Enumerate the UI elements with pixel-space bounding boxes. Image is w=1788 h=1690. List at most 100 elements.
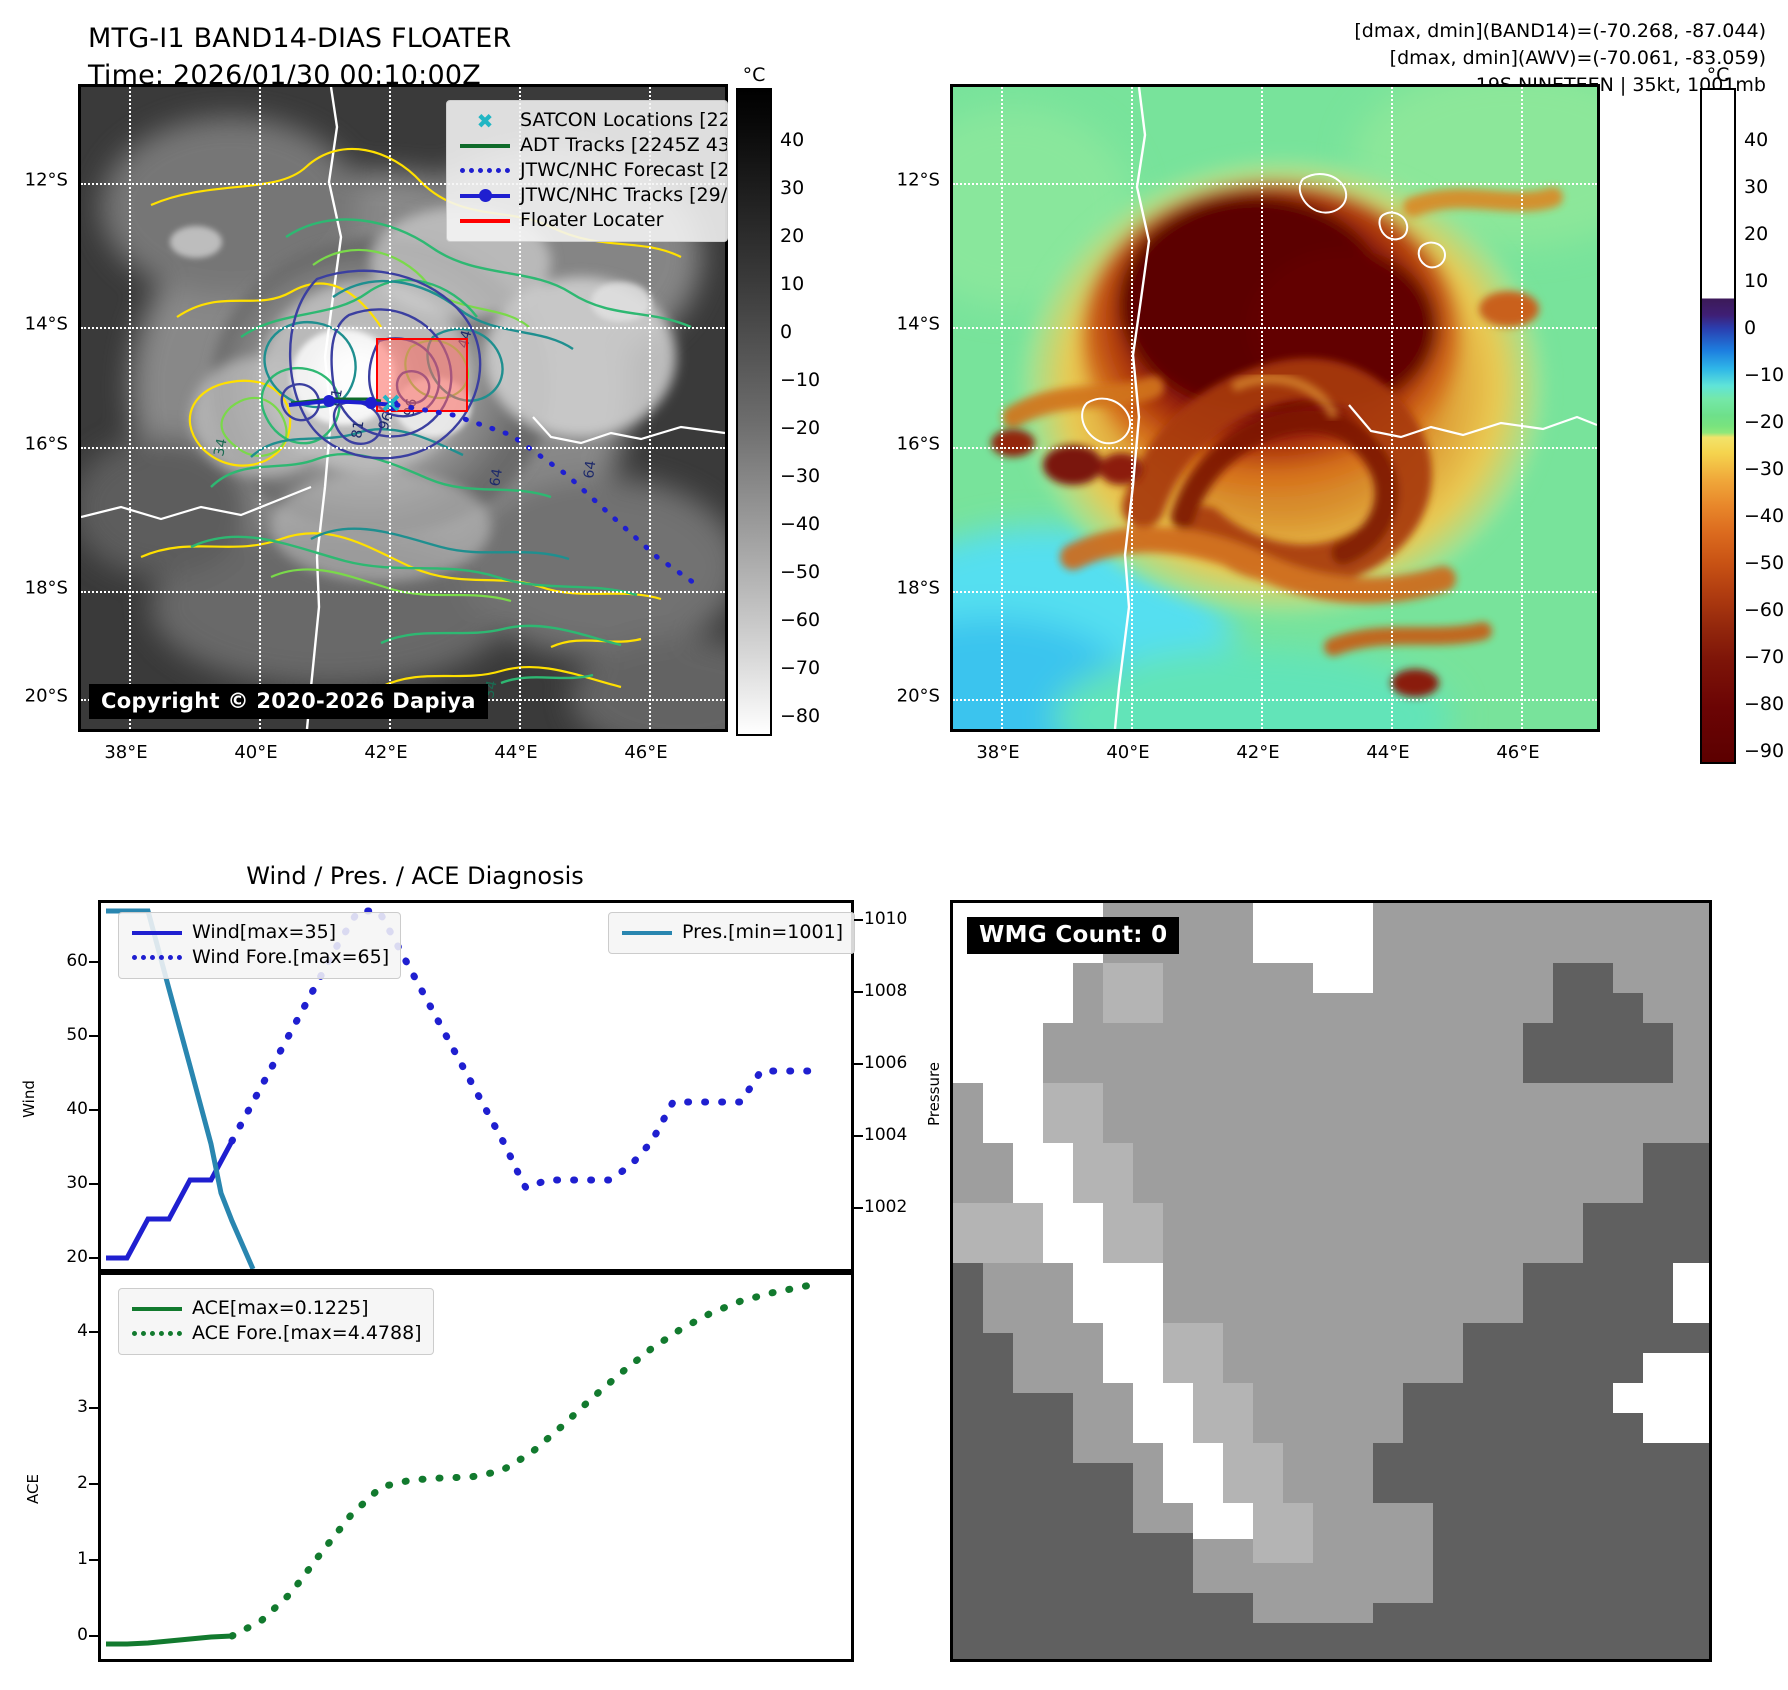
ir-colorbar-tick: −50 (780, 561, 821, 583)
legend-item-wind-forecast[interactable]: Wind Fore.[max=65] (130, 945, 389, 970)
product-title: MTG-I1 BAND14-DIAS FLOATER (88, 23, 512, 54)
ace-tickmark (89, 1331, 98, 1333)
ace-ytick: 1 (77, 1549, 88, 1569)
ir-lat-tick: 18°S (24, 577, 68, 599)
dmax-band14-text: [dmax, dmin](BAND14)=(-70.268, -87.044) (1354, 20, 1766, 42)
bd-colorbar-tick: −20 (1744, 411, 1785, 433)
pressure-ytick: 1008 (864, 981, 908, 1001)
wind-ytick: 20 (66, 1247, 88, 1267)
ace-ytick: 0 (77, 1625, 88, 1645)
wind-axis-label: Wind (19, 1080, 38, 1118)
bd-enhanced-map[interactable] (950, 84, 1600, 732)
wind-tickmark (89, 1183, 98, 1185)
legend-item-forecast[interactable]: JTWC/NHC Forecast [29/1800Z] (458, 158, 727, 183)
legend-label: ADT Tracks [2245Z 43.0 1003.0] (520, 134, 728, 156)
ir-lat-tick: 14°S (24, 313, 68, 335)
wind-tickmark (89, 961, 98, 963)
dmax-awv-text: [dmax, dmin](AWV)=(-70.061, -83.059) (1389, 46, 1766, 69)
legend-item-floater[interactable]: Floater Locater (458, 208, 723, 233)
bd-lat-tick: 12°S (896, 169, 940, 191)
diagnosis-title: Wind / Pres. / ACE Diagnosis (246, 862, 584, 890)
bd-lat-tick: 16°S (896, 433, 940, 455)
legend-label: ACE[max=0.1225] (192, 1297, 369, 1319)
ir-colorbar-tick: −70 (780, 657, 821, 679)
ir-colorbar: °C 40 30 20 10 0 −10 −20 −30 −40 −50 −60… (736, 60, 820, 740)
bd-lat-tick: 18°S (896, 577, 940, 599)
pressure-line-icon (620, 930, 674, 935)
ace-forecast-dotted-icon (130, 1331, 184, 1336)
svg-text:64: 64 (487, 467, 506, 487)
copyright-badge: Copyright © 2020-2026 Dapiya (89, 684, 488, 719)
ir-lat-tick: 12°S (24, 169, 68, 191)
pressure-tickmark (854, 1063, 863, 1065)
pressure-ytick: 1002 (864, 1197, 908, 1217)
bd-colorbar: °C 40 30 20 10 0 −10 −20 −30 −40 −50 −60… (1700, 60, 1788, 764)
bd-colorbar-gradient (1700, 88, 1736, 764)
ir-colorbar-gradient (736, 88, 772, 736)
legend-label: JTWC/NHC Forecast [29/1800Z] (520, 159, 728, 181)
ace-tickmark (89, 1483, 98, 1485)
bd-lon-tick: 40°E (1106, 742, 1150, 763)
ace-ytick: 2 (77, 1473, 88, 1493)
wmg-map-panel[interactable]: WMG Count: 0 (950, 900, 1712, 1662)
wind-ytick: 40 (66, 1099, 88, 1119)
bd-lon-tick: 42°E (1236, 742, 1280, 763)
pressure-ytick: 1010 (864, 909, 908, 929)
ir-lon-tick: 42°E (364, 742, 408, 763)
ir-map-legend: ✖ SATCON Locations [2245Z 46 996] ADT Tr… (446, 100, 728, 242)
wind-ytick: 50 (66, 1025, 88, 1045)
wind-legend: Wind[max=35] Wind Fore.[max=65] (118, 912, 402, 979)
bd-lat-tick: 14°S (896, 313, 940, 335)
bd-colorbar-tick: 0 (1744, 317, 1757, 339)
bd-map-imagery (953, 87, 1597, 729)
ir-lat-tick: 20°S (24, 685, 68, 707)
bd-colorbar-units: °C (1706, 64, 1730, 86)
bd-lon-tick: 38°E (976, 742, 1020, 763)
floater-line-icon (458, 218, 512, 223)
ir-lon-tick: 44°E (494, 742, 538, 763)
legend-item-tracks[interactable]: JTWC/NHC Tracks [29/1800Z] (458, 183, 727, 208)
legend-item-ace[interactable]: ACE[max=0.1225] (130, 1296, 422, 1321)
legend-item-wind[interactable]: Wind[max=35] (130, 920, 389, 945)
wind-tickmark (89, 1257, 98, 1259)
pressure-ytick: 1006 (864, 1053, 908, 1073)
bd-lat-tick: 20°S (896, 685, 940, 707)
ace-legend: ACE[max=0.1225] ACE Fore.[max=4.4788] (118, 1288, 434, 1355)
ir-colorbar-tick: 40 (780, 129, 805, 151)
ace-ytick: 4 (77, 1321, 88, 1341)
ace-axis-label: ACE (23, 1474, 42, 1504)
satcon-marker-icon: ✖ (476, 108, 494, 133)
ir-colorbar-tick: −30 (780, 465, 821, 487)
legend-label: JTWC/NHC Tracks [29/1800Z] (520, 184, 728, 206)
bd-colorbar-tick: −40 (1744, 505, 1785, 527)
bd-colorbar-tick: 10 (1744, 270, 1769, 292)
legend-label: Wind Fore.[max=65] (192, 946, 390, 968)
pressure-legend: Pres.[min=1001] (608, 912, 856, 954)
ir-lon-tick: 46°E (624, 742, 668, 763)
legend-item-satcon[interactable]: ✖ SATCON Locations [2245Z 46 996] (458, 108, 727, 133)
wind-ytick: 30 (66, 1173, 88, 1193)
bd-colorbar-tick: −50 (1744, 552, 1785, 574)
wind-ytick: 60 (66, 951, 88, 971)
ir-lon-tick: 40°E (234, 742, 278, 763)
track-marker-line-icon (458, 188, 512, 202)
pressure-axis-label: Pressure (925, 1061, 944, 1127)
legend-label: Wind[max=35] (192, 921, 337, 943)
legend-label: Pres.[min=1001] (682, 921, 844, 943)
legend-item-ace-forecast[interactable]: ACE Fore.[max=4.4788] (130, 1321, 422, 1346)
wmg-grid-imagery (953, 903, 1709, 1659)
ir-colorbar-tick: 10 (780, 273, 805, 295)
bd-colorbar-tick: 30 (1744, 176, 1769, 198)
ir-colorbar-tick: 30 (780, 177, 805, 199)
legend-item-pressure[interactable]: Pres.[min=1001] (620, 920, 843, 945)
legend-label: SATCON Locations [2245Z 46 996] (520, 109, 728, 131)
pressure-tickmark (854, 1207, 863, 1209)
svg-text:64: 64 (581, 460, 599, 480)
legend-item-adt[interactable]: ADT Tracks [2245Z 43.0 1003.0] (458, 133, 727, 158)
forecast-dotted-icon (458, 168, 512, 173)
svg-text:81: 81 (349, 420, 367, 440)
bd-colorbar-tick: −10 (1744, 364, 1785, 386)
ir-colorbar-tick: −60 (780, 609, 821, 631)
legend-label: ACE Fore.[max=4.4788] (192, 1322, 422, 1344)
wind-tickmark (89, 1035, 98, 1037)
